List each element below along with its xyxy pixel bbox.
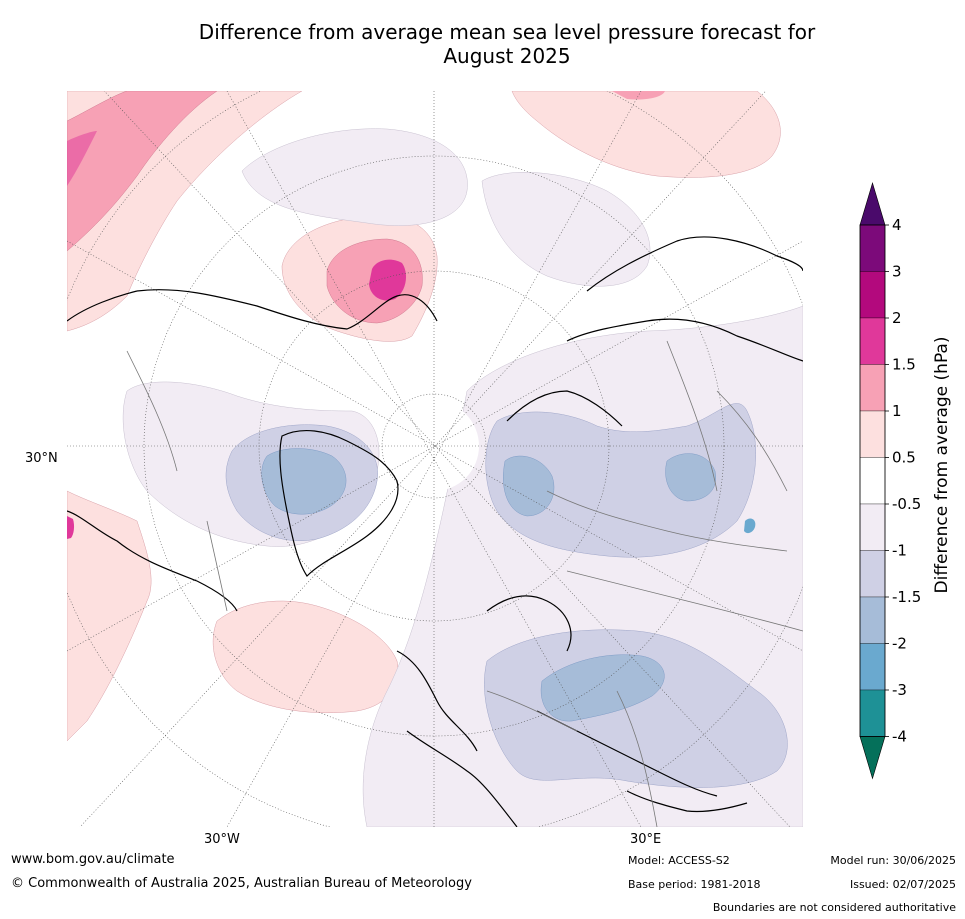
negative-anomaly-greenland-core — [261, 448, 347, 515]
positive-anomaly-northwest-core — [67, 131, 97, 186]
issued-date: Issued: 02/07/2025 — [849, 878, 956, 891]
colorbar-extend-min-arrow — [859, 736, 886, 780]
positive-anomaly-central-core — [369, 259, 407, 301]
colorbar: 4 3 2 1.5 1 0.5 -0.5 -1 -1.5 -2 -3 -4 Difference fr… — [859, 181, 952, 780]
colorbar-band — [859, 596, 886, 644]
colorbar-tick-label: -2 — [892, 635, 907, 653]
graticule — [67, 91, 803, 827]
boundaries-disclaimer: Boundaries are not considered authoritat… — [712, 901, 956, 914]
colorbar-frame — [859, 224, 886, 737]
colorbar-tick-label: -1 — [892, 542, 907, 560]
model-name: Model: ACCESS-S2 — [628, 854, 730, 867]
positive-anomaly-west-core — [67, 516, 75, 539]
positive-anomaly-west — [67, 490, 152, 742]
colorbar-band — [859, 364, 886, 412]
colorbar-tick-label: 3 — [892, 263, 902, 281]
positive-anomaly-northeast — [511, 91, 781, 178]
colorbar-band — [859, 410, 886, 458]
title-line-2: August 2025 — [443, 44, 571, 68]
colorbar-band — [859, 271, 886, 319]
colorbar-band — [859, 457, 886, 505]
website-link[interactable]: www.bom.gov.au/climate — [11, 852, 175, 867]
negative-anomaly-siberia-core — [665, 453, 717, 502]
latitude-label-30n: 30°N — [25, 451, 58, 466]
negative-anomaly-siberia — [485, 403, 756, 558]
positive-anomaly-northeast-strong — [612, 91, 665, 100]
colorbar-band — [859, 550, 886, 598]
longitude-label-30e: 30°E — [630, 832, 662, 847]
colorbar-band — [859, 643, 886, 691]
colorbar-tick-label: 1.5 — [892, 356, 916, 374]
colorbar-tick-label: 2 — [892, 309, 902, 327]
model-run-date: Model run: 30/06/2025 — [830, 854, 956, 867]
colorbar-extend-max-arrow — [859, 181, 886, 226]
colorbar-band — [859, 503, 886, 551]
base-period: Base period: 1981-2018 — [628, 878, 761, 891]
colorbar-tick-labels: 4 3 2 1.5 1 0.5 -0.5 -1 -1.5 -2 -3 -4 — [885, 216, 921, 746]
positive-anomaly-northwest-strong — [67, 91, 218, 252]
negative-anomaly-scandinavia-core — [503, 455, 555, 517]
colorbar-band — [859, 317, 886, 365]
copyright-text: © Commonwealth of Australia 2025, Austra… — [11, 876, 472, 891]
colorbar-band — [859, 689, 886, 737]
colorbar-tick-label: 1 — [892, 402, 902, 420]
pressure-anomaly-map — [67, 91, 803, 827]
negative-anomaly-north — [241, 128, 468, 226]
colorbar-band — [859, 224, 886, 272]
negative-anomaly-north-east — [481, 172, 651, 287]
negative-anomaly-mediterranean-core — [540, 654, 665, 722]
colorbar-tick-label: -3 — [892, 681, 907, 699]
negative-anomaly-lake-baikal — [744, 518, 756, 534]
colorbar-label: Difference from average (hPa) — [932, 337, 952, 594]
colorbar-tick-label: -4 — [892, 728, 907, 746]
colorbar-tick-label: -1.5 — [892, 588, 921, 606]
colorbar-swatches — [859, 181, 886, 780]
colorbar-tick-label: 4 — [892, 216, 902, 234]
map-title: Difference from average mean sea level p… — [0, 20, 965, 68]
longitude-label-30w: 30°W — [204, 832, 240, 847]
colorbar-tick-label: -0.5 — [892, 495, 921, 513]
country-borders — [126, 340, 803, 827]
title-line-1: Difference from average mean sea level p… — [198, 20, 816, 44]
colorbar-tick-label: 0.5 — [892, 449, 916, 467]
